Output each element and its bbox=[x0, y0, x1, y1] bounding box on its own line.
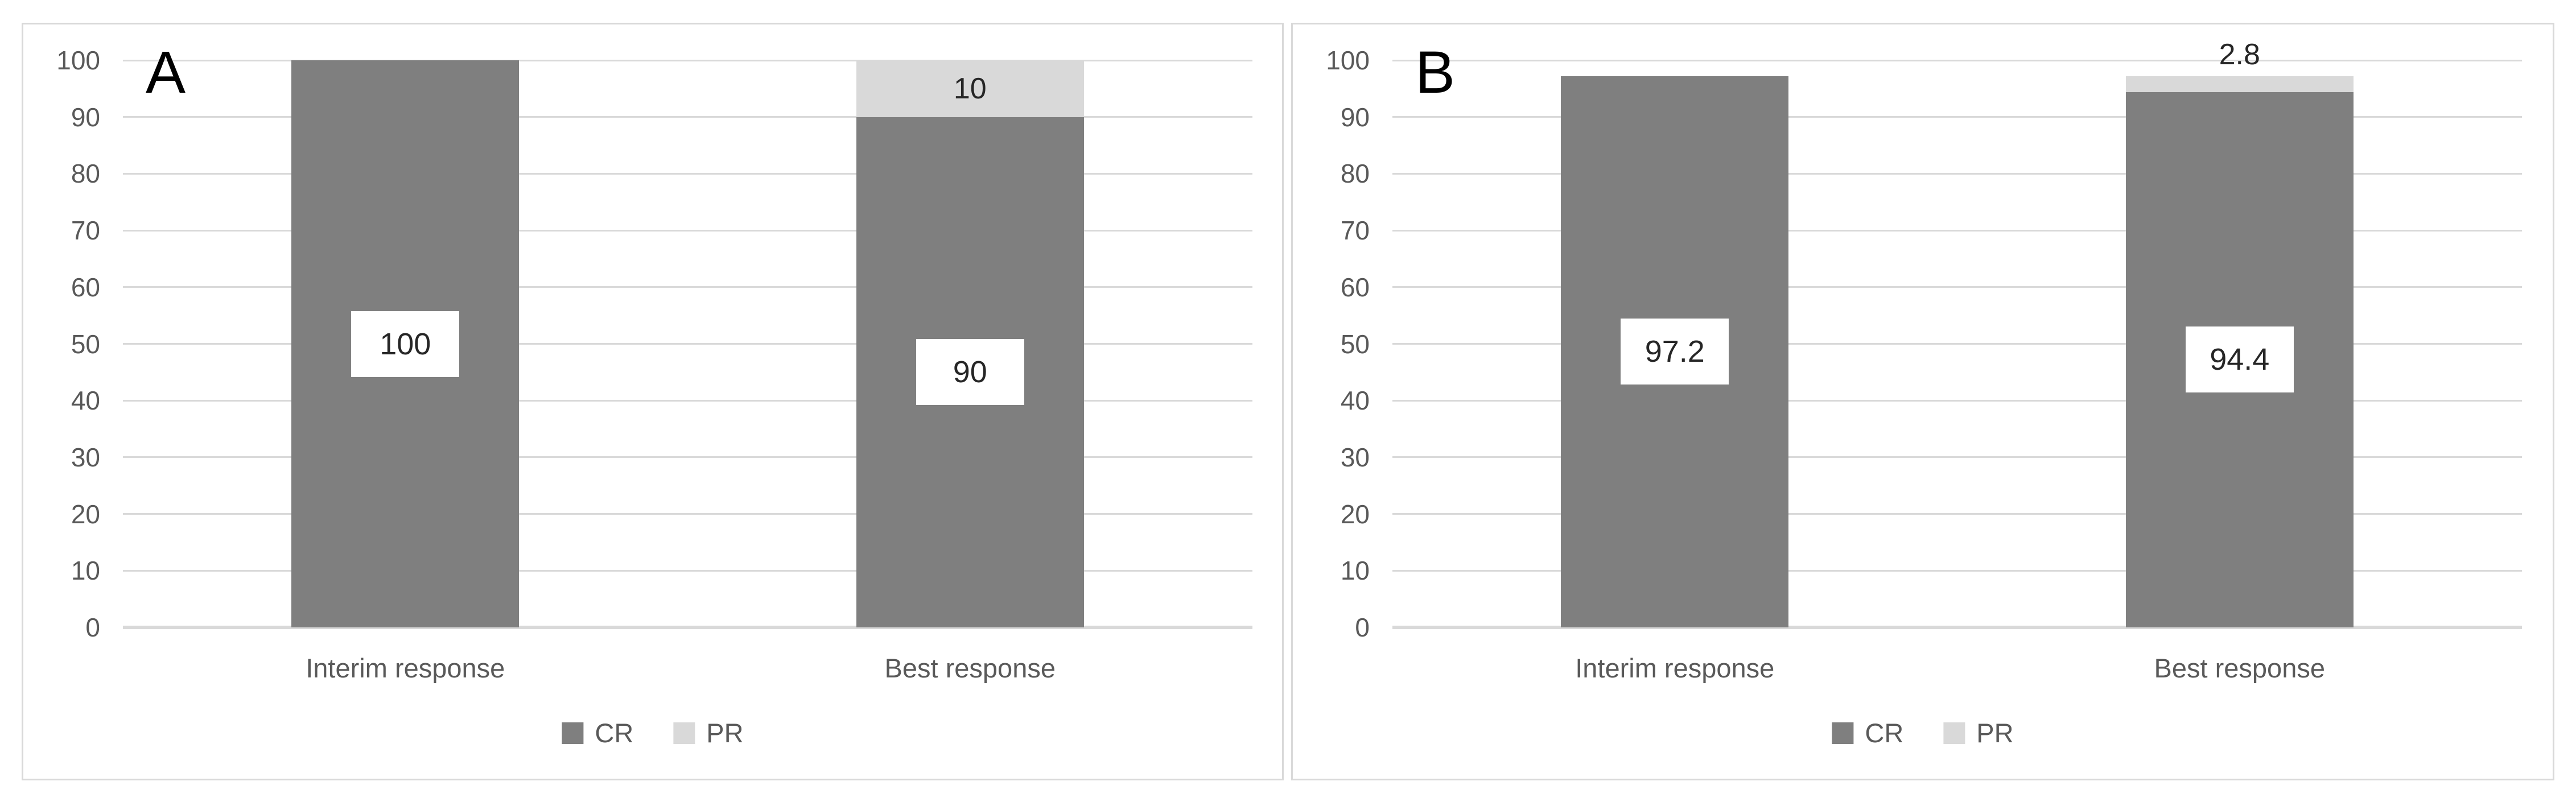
y-gridline bbox=[1392, 569, 2522, 572]
bar-segment-pr bbox=[856, 60, 1084, 117]
y-tick-label: 70 bbox=[1340, 216, 1370, 246]
data-label-box: 90 bbox=[916, 339, 1024, 406]
y-gridline bbox=[123, 569, 1252, 572]
legend-swatch-cr-icon bbox=[1832, 722, 1854, 744]
y-gridline bbox=[123, 116, 1252, 118]
data-label: 10 bbox=[953, 72, 987, 105]
y-gridline bbox=[1392, 399, 2522, 402]
data-label: 94.4 bbox=[2210, 342, 2270, 377]
legend-swatch-cr-icon bbox=[562, 722, 584, 744]
chart-panel-a: 100 90 80 70 60 50 40 30 20 10 0 A Interim response B… bbox=[22, 23, 1284, 780]
y-gridline bbox=[1392, 172, 2522, 175]
y-gridline bbox=[1392, 116, 2522, 118]
legend-item-cr: CR bbox=[1832, 720, 1903, 746]
y-gridline bbox=[123, 456, 1252, 458]
data-label: 2.8 bbox=[2219, 38, 2260, 71]
y-tick-label: 40 bbox=[1340, 386, 1370, 416]
y-tick-label: 50 bbox=[71, 329, 100, 359]
y-tick-label: 70 bbox=[71, 216, 100, 246]
y-tick-label: 20 bbox=[1340, 499, 1370, 529]
data-label-box: 97.2 bbox=[1621, 319, 1729, 385]
data-label-box: 100 bbox=[351, 311, 460, 377]
legend: CR PR bbox=[562, 718, 744, 748]
y-gridline bbox=[1392, 456, 2522, 458]
legend-label: PR bbox=[1976, 718, 2014, 748]
y-gridline bbox=[123, 513, 1252, 515]
y-gridline bbox=[123, 399, 1252, 402]
category-label: Best response bbox=[884, 653, 1056, 683]
legend-swatch-pr-icon bbox=[1943, 722, 1965, 744]
y-tick-label: 20 bbox=[71, 499, 100, 529]
y-gridline bbox=[1392, 286, 2522, 288]
x-axis-baseline bbox=[1392, 626, 2522, 629]
legend-swatch-pr-icon bbox=[673, 722, 695, 744]
y-gridline bbox=[1392, 343, 2522, 345]
data-label: 97.2 bbox=[1644, 334, 1705, 369]
y-tick-label: 90 bbox=[71, 102, 100, 132]
x-axis-baseline bbox=[123, 626, 1252, 629]
y-gridline bbox=[123, 59, 1252, 61]
y-tick-label: 0 bbox=[85, 613, 100, 642]
panel-letter: B bbox=[1415, 39, 1456, 106]
legend-item-cr: CR bbox=[562, 720, 633, 746]
y-tick-label: 30 bbox=[1340, 442, 1370, 472]
y-gridline bbox=[1392, 59, 2522, 61]
data-label: 100 bbox=[380, 326, 431, 361]
legend-label: CR bbox=[1865, 718, 1904, 748]
y-tick-label: 80 bbox=[71, 159, 100, 189]
legend-label: CR bbox=[595, 718, 634, 748]
y-gridline bbox=[123, 229, 1252, 231]
y-gridline bbox=[123, 286, 1252, 288]
y-tick-label: 30 bbox=[71, 442, 100, 472]
y-tick-label: 80 bbox=[1340, 159, 1370, 189]
panel-letter: A bbox=[146, 39, 186, 106]
y-gridline bbox=[123, 343, 1252, 345]
category-label: Interim response bbox=[306, 653, 505, 683]
y-tick-label: 10 bbox=[1340, 556, 1370, 586]
category-label: Interim response bbox=[1575, 653, 1775, 683]
y-gridline bbox=[1392, 229, 2522, 231]
legend-item-pr: PR bbox=[1943, 718, 2014, 748]
y-gridline bbox=[1392, 513, 2522, 515]
data-label-box: 94.4 bbox=[2185, 326, 2294, 393]
y-tick-label: 100 bbox=[1326, 46, 1370, 75]
y-tick-label: 10 bbox=[71, 556, 100, 586]
category-label: Best response bbox=[2154, 653, 2325, 683]
legend-label: PR bbox=[706, 718, 744, 748]
y-tick-label: 90 bbox=[1340, 102, 1370, 132]
y-tick-label: 0 bbox=[1355, 613, 1370, 642]
y-tick-label: 60 bbox=[71, 272, 100, 302]
y-tick-label: 40 bbox=[71, 386, 100, 416]
bar-segment-pr bbox=[2125, 76, 2354, 92]
y-gridline bbox=[123, 172, 1252, 175]
legend-item-pr: PR bbox=[673, 718, 744, 748]
y-tick-label: 100 bbox=[56, 46, 100, 75]
y-tick-label: 60 bbox=[1340, 272, 1370, 302]
chart-panel-b: 100 90 80 70 60 50 40 30 20 10 0 B Interim response B… bbox=[1291, 23, 2554, 780]
y-tick-label: 50 bbox=[1340, 329, 1370, 359]
legend: CR PR bbox=[1832, 718, 2014, 748]
data-label: 90 bbox=[953, 355, 987, 390]
